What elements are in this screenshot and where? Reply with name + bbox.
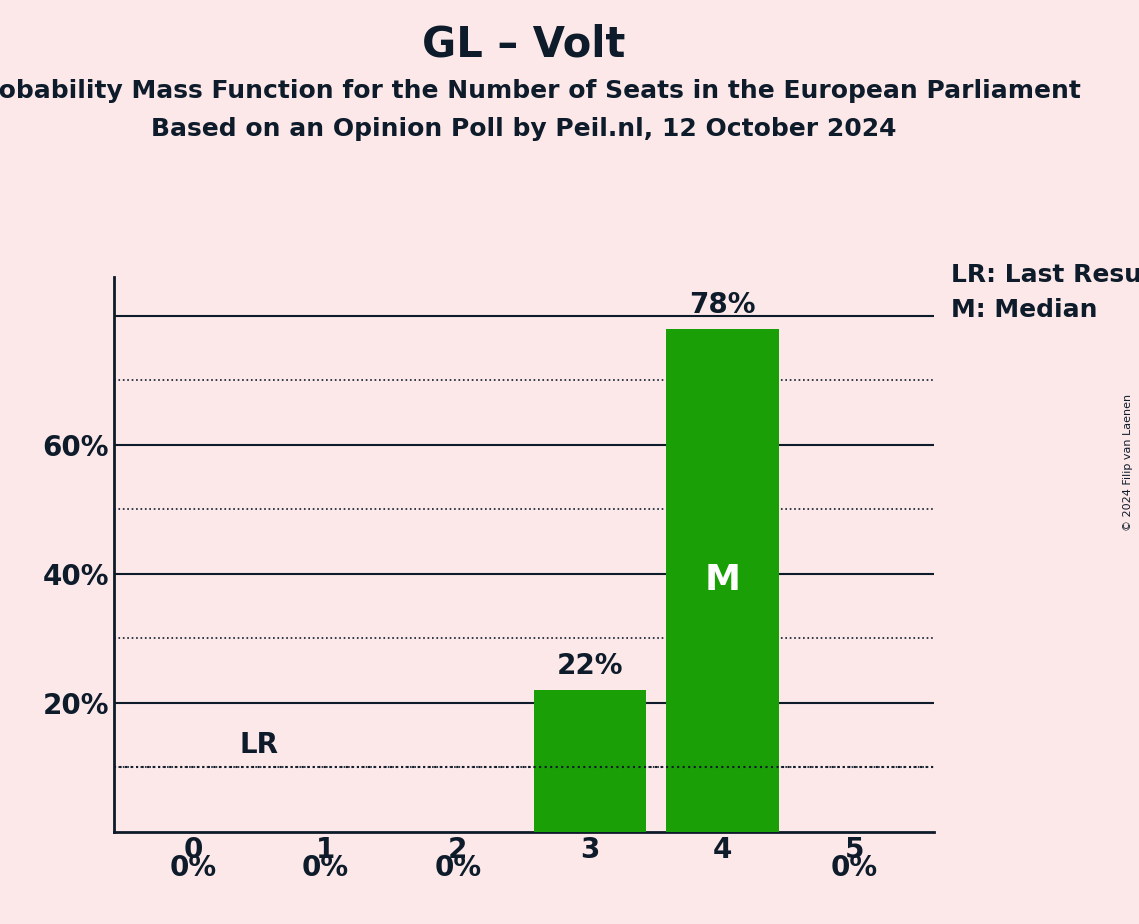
- Text: LR: LR: [240, 732, 279, 760]
- Text: 0%: 0%: [831, 854, 878, 882]
- Text: 0%: 0%: [434, 854, 482, 882]
- Text: GL – Volt: GL – Volt: [423, 23, 625, 65]
- Text: 0%: 0%: [302, 854, 349, 882]
- Text: LR: Last Result: LR: Last Result: [951, 263, 1139, 287]
- Text: M: Median: M: Median: [951, 298, 1098, 322]
- Text: Probability Mass Function for the Number of Seats in the European Parliament: Probability Mass Function for the Number…: [0, 79, 1081, 103]
- Bar: [534, 690, 646, 832]
- Text: © 2024 Filip van Laenen: © 2024 Filip van Laenen: [1123, 394, 1133, 530]
- Text: 22%: 22%: [557, 652, 623, 680]
- Text: Based on an Opinion Poll by Peil.nl, 12 October 2024: Based on an Opinion Poll by Peil.nl, 12 …: [151, 117, 896, 141]
- Bar: [666, 329, 779, 832]
- Text: M: M: [704, 564, 740, 597]
- Text: 0%: 0%: [170, 854, 216, 882]
- Text: 78%: 78%: [689, 291, 755, 319]
